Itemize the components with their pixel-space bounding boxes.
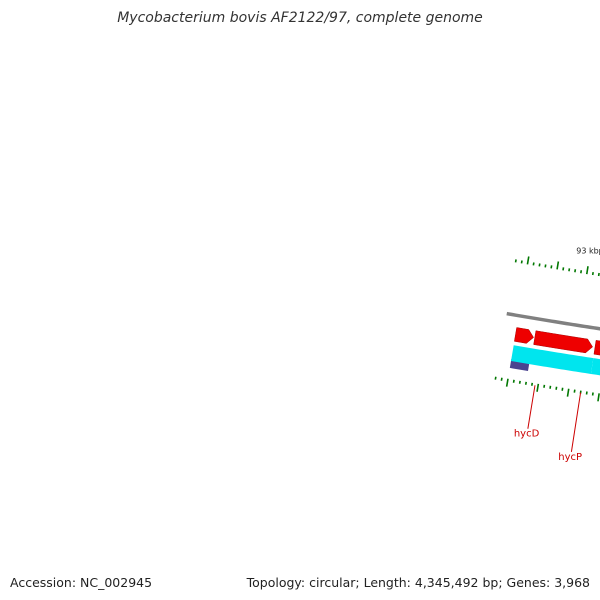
accession-text: Accession: NC_002945	[10, 575, 153, 590]
gene-label-layer: hycDhycPhycQhycEMb0091Mb0092Mb0093mtn	[514, 385, 582, 463]
inner-tick	[585, 266, 589, 275]
upper-feature-track	[509, 345, 600, 380]
ruler-tick	[494, 376, 497, 380]
cds-arrow[interactable]	[514, 327, 534, 344]
ruler-tick	[505, 378, 509, 387]
gene-label[interactable]: hycP	[558, 452, 582, 463]
page-title: Mycobacterium bovis AF2122/97, complete …	[117, 10, 483, 26]
ruler-tick-ring	[494, 376, 600, 402]
feature-band[interactable]	[590, 358, 600, 380]
feature-band[interactable]	[511, 345, 594, 374]
cds-arrow[interactable]	[593, 340, 600, 359]
inner-tick-ring: 93 kbp94 kbp95 kbp96 kbp97 kbp98 kbp99 k…	[514, 246, 600, 277]
ruler-tick-label: 93 kbp	[576, 246, 600, 255]
ruler-tick	[500, 377, 503, 381]
inner-tick	[514, 259, 517, 263]
inner-tick	[526, 256, 530, 265]
cds-track	[514, 327, 600, 359]
ruler-tick	[536, 383, 540, 392]
topology-text: Topology: circular; Length: 4,345,492 bp…	[246, 575, 590, 590]
cds-arrow[interactable]	[533, 330, 593, 354]
inner-tick	[556, 261, 560, 270]
ruler-tick	[566, 388, 570, 397]
gene-leader-line	[527, 385, 536, 429]
gene-leader-line	[570, 392, 582, 452]
ruler-tick	[597, 393, 600, 402]
gene-label[interactable]: hycD	[514, 429, 540, 440]
inner-tick	[520, 260, 523, 264]
